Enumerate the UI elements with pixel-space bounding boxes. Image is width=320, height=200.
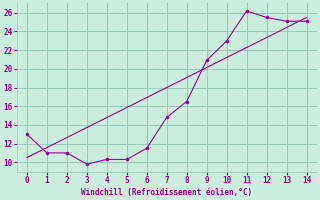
X-axis label: Windchill (Refroidissement éolien,°C): Windchill (Refroidissement éolien,°C) [81, 188, 252, 197]
